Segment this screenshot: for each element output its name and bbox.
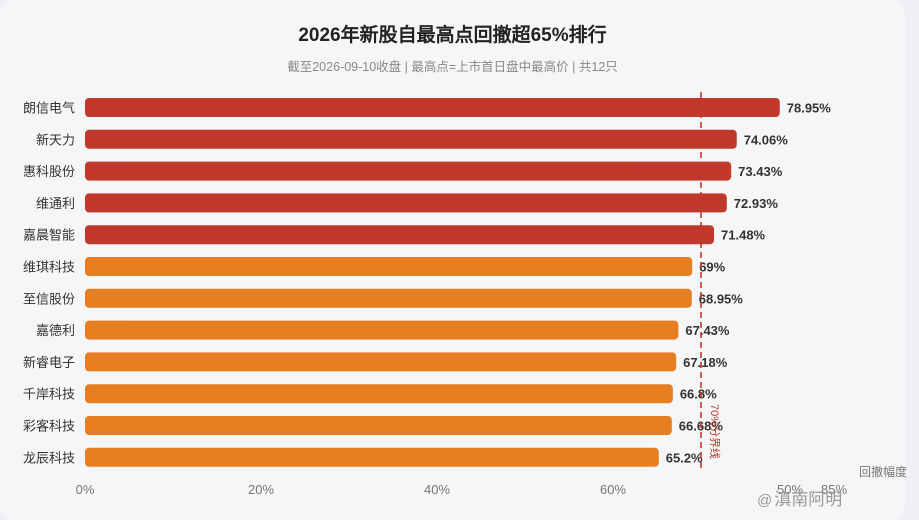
category-label: 惠科股份 xyxy=(23,164,75,179)
value-label: 72.93% xyxy=(734,196,779,211)
x-tick-label: 85% xyxy=(821,482,847,497)
watermark-name: 滇南阿明 xyxy=(774,490,843,509)
chart-subtitle: 截至2026-09-10收盘 | 最高点=上市首日盘中最高价 | 共12只 xyxy=(287,60,618,74)
bar xyxy=(85,447,659,467)
bar xyxy=(85,225,715,245)
watermark: @ 滇南阿明 xyxy=(757,485,842,510)
bar xyxy=(85,352,677,372)
x-axis-title: 回撤幅度 xyxy=(859,464,907,479)
category-label: 彩客科技 xyxy=(23,419,75,434)
x-tick-label: 50% xyxy=(777,482,803,497)
value-label: 67.18% xyxy=(683,355,728,370)
category-label: 新天力 xyxy=(36,132,75,147)
category-label: 新睿电子 xyxy=(23,355,75,370)
bar xyxy=(85,161,732,181)
bar xyxy=(85,416,672,435)
value-label: 67.43% xyxy=(685,323,730,338)
bar xyxy=(85,193,727,213)
value-label: 69% xyxy=(699,260,725,275)
bar xyxy=(85,288,692,308)
value-label: 78.95% xyxy=(787,101,832,116)
category-label: 嘉晨智能 xyxy=(23,228,75,243)
value-label: 65.2% xyxy=(666,450,703,465)
x-tick-label: 20% xyxy=(248,482,274,497)
category-label: 维通利 xyxy=(36,196,75,211)
value-label: 73.43% xyxy=(738,164,783,179)
value-label: 74.06% xyxy=(744,132,789,147)
value-label: 68.95% xyxy=(699,291,744,306)
value-label: 66.8% xyxy=(680,387,717,402)
reference-line-label: 70%分界线 xyxy=(708,404,722,459)
bar xyxy=(85,257,693,276)
bar xyxy=(85,384,673,404)
category-label: 千岸科技 xyxy=(23,387,75,402)
chart-title: 2026年新股自最高点回撤超65%排行 xyxy=(298,25,607,46)
category-label: 嘉德利 xyxy=(36,323,75,338)
bar xyxy=(85,129,737,149)
category-label: 维琪科技 xyxy=(23,260,75,275)
x-tick-label: 0% xyxy=(76,482,95,497)
bar xyxy=(85,98,780,117)
x-tick-label: 60% xyxy=(600,482,626,497)
category-label: 龙辰科技 xyxy=(23,450,75,465)
category-label: 至信股份 xyxy=(23,291,75,306)
x-tick-label: 40% xyxy=(424,482,450,497)
category-label: 朗信电气 xyxy=(23,101,75,116)
value-label: 71.48% xyxy=(721,228,766,243)
watermark-at: @ xyxy=(757,492,773,509)
bar xyxy=(85,320,679,340)
